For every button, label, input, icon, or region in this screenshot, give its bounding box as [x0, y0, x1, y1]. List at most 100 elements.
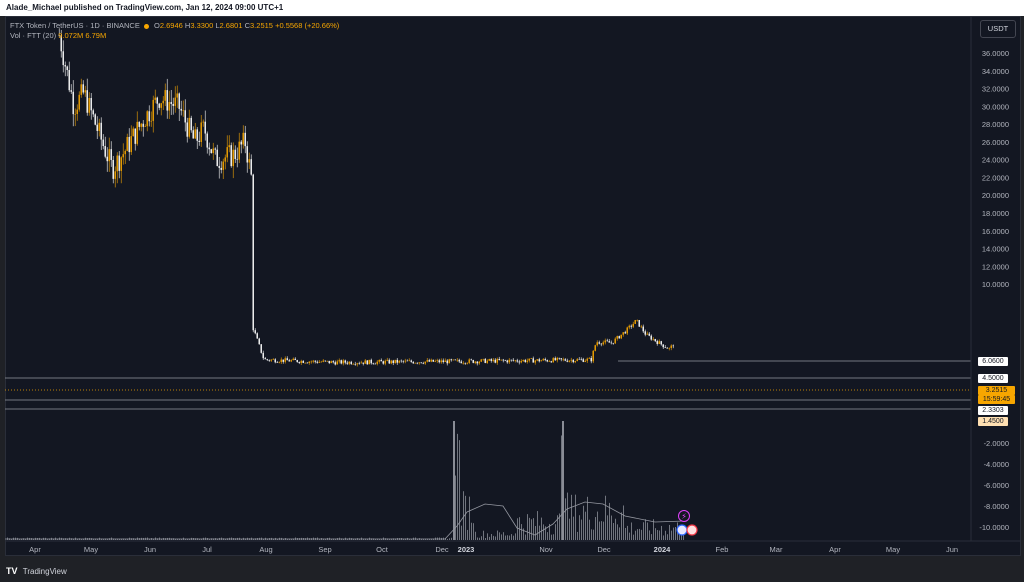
event-markers[interactable]: ⚡ [676, 510, 698, 536]
price-tick-label: 14.0000 [982, 245, 1009, 254]
candle-body [294, 358, 296, 361]
volume-bar [571, 494, 572, 540]
candle-body [398, 360, 400, 363]
candle-body [62, 51, 64, 66]
candle-body [412, 361, 414, 364]
candle-body [348, 361, 350, 364]
volume-bar [667, 534, 668, 540]
candle-body [306, 362, 308, 364]
high-label: H [184, 21, 191, 30]
candle-body [622, 332, 624, 335]
candle-body [500, 359, 502, 361]
candle-body [492, 359, 494, 361]
volume-bar [501, 534, 502, 540]
volume-bar [479, 537, 480, 540]
candle-body [508, 359, 510, 363]
open-value: 2.6946 [159, 21, 183, 30]
candle-body [188, 117, 190, 137]
close-value: 3.2515 [250, 21, 273, 30]
volume-bar [673, 527, 674, 540]
volume-bar [601, 521, 602, 540]
candle-body [174, 97, 176, 106]
volume-bar [381, 538, 382, 540]
candle-body [226, 147, 228, 158]
candle-body [616, 336, 618, 339]
time-tick-label: Apr [829, 545, 841, 554]
candle-body [532, 358, 534, 363]
price-chart[interactable]: 36.0000 34.0000 32.0000 30.0000 28.0000 26.00… [5, 16, 1021, 556]
candle-body [206, 133, 208, 148]
candle-body [504, 360, 506, 362]
candle-body [450, 359, 452, 361]
volume-bar [471, 522, 472, 540]
candle-body [170, 102, 172, 104]
volume-bar [647, 522, 648, 540]
candle-body [256, 333, 258, 339]
symbol-name[interactable]: FTX Token / TetherUS [10, 21, 84, 30]
candle-body [510, 359, 512, 361]
candle-body [198, 140, 200, 143]
candle-body [240, 141, 242, 145]
candle-body [80, 84, 82, 95]
candle-body [92, 110, 94, 115]
volume-bar [561, 435, 562, 540]
volume-bar [617, 524, 618, 540]
currency-button[interactable]: USDT [980, 20, 1016, 38]
candle-body [438, 360, 440, 363]
us-flag-event-icon-2 [686, 524, 698, 536]
volume-bar [529, 517, 530, 540]
volume-bar [449, 538, 450, 540]
volume-bar [461, 525, 462, 540]
candle-body [390, 360, 392, 364]
candle-body [592, 350, 594, 362]
volume-bar [187, 538, 188, 540]
time-tick-label: Dec [435, 545, 449, 554]
candle-body [458, 359, 460, 362]
candle-body [512, 359, 514, 361]
candle-body [474, 361, 476, 363]
time-tick-label: Jun [946, 545, 958, 554]
candle-body [94, 114, 96, 125]
candle-body [230, 145, 232, 167]
candle-body [650, 335, 652, 340]
volume-bar [589, 519, 590, 540]
price-axis[interactable]: 36.0000 34.0000 32.0000 30.0000 28.0000 26.00… [970, 16, 1009, 541]
candle-body [638, 320, 640, 327]
candle-body [292, 358, 294, 361]
price-tick-label: 18.0000 [982, 209, 1009, 218]
candle-body [560, 358, 562, 360]
volume-bars [5, 421, 686, 540]
candle-body [640, 326, 642, 328]
candle-body [548, 361, 550, 362]
candle-body [646, 333, 648, 335]
tag-high-level: 6.0600 [978, 357, 1008, 366]
candle-body [88, 98, 90, 113]
flash-event-glyph: ⚡ [681, 512, 687, 521]
volume-bar [287, 538, 288, 540]
candle-body [564, 359, 566, 361]
candle-body [76, 109, 78, 114]
volume-bar [653, 519, 654, 540]
volume-bar [669, 524, 670, 540]
volume-bar [331, 538, 332, 540]
candle-body [264, 358, 266, 360]
volume-bar [541, 517, 542, 540]
volume-bar [119, 538, 120, 540]
change-value: +0.5568 (+20.66%) [275, 21, 340, 30]
candle-body [314, 360, 316, 362]
time-axis[interactable]: Apr May Jun Jul Aug Sep Oct Dec 2023 Nov Dec 2024 Fe… [5, 540, 1021, 554]
volume-bar [613, 522, 614, 540]
candle-body [610, 342, 612, 344]
volume-bar [599, 521, 600, 540]
candle-body [562, 359, 564, 360]
close-label: C [244, 21, 251, 30]
volume-bar [659, 530, 660, 540]
volume-bar [379, 538, 380, 540]
volume-bar [181, 538, 182, 540]
volume-label[interactable]: Vol · FTT (20) [10, 31, 57, 40]
volume-bar [533, 518, 534, 540]
time-tick-label: May [84, 545, 98, 554]
tradingview-logo-icon[interactable]: TV [6, 566, 18, 576]
volume-bar [451, 537, 452, 540]
legend-symbol-row: FTX Token / TetherUS · 1D · BINANCE O2.6… [10, 21, 339, 31]
